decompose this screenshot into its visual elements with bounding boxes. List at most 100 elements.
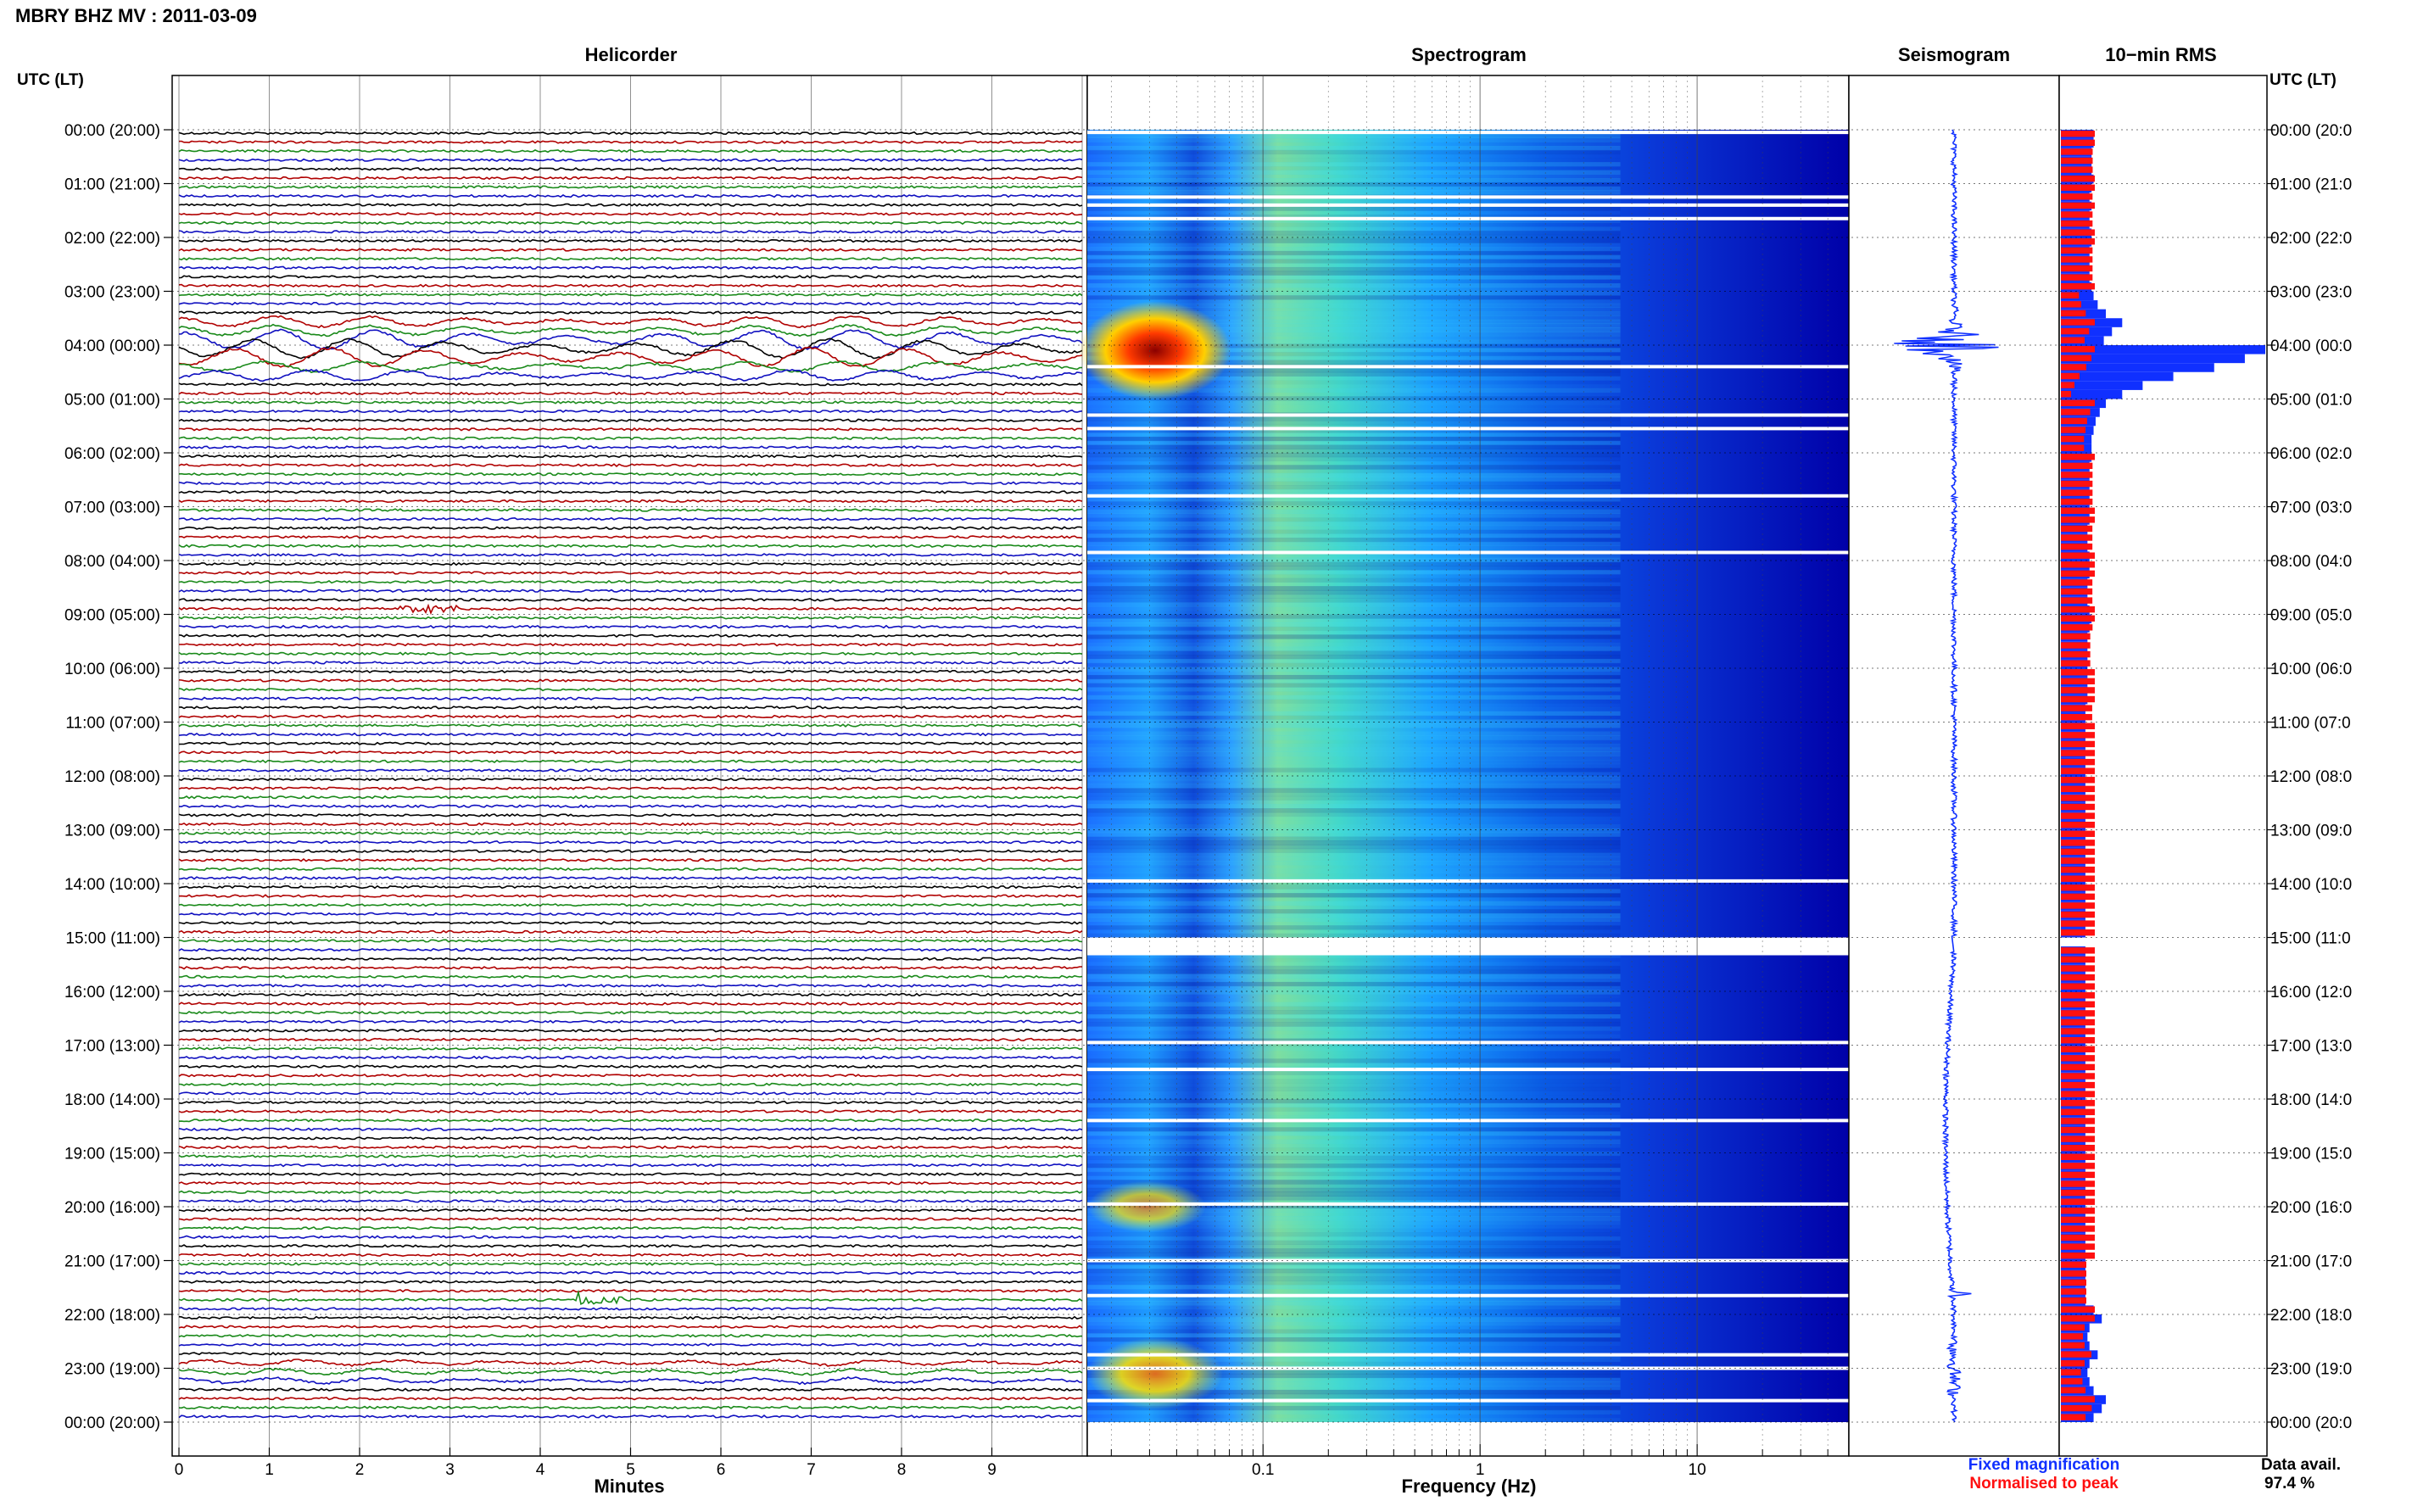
spectrogram-row: [1087, 1212, 1621, 1217]
spectrogram-row: [1087, 557, 1621, 563]
rms-bar-normalised: [2061, 274, 2093, 281]
spectrogram-warmspot: [1087, 1337, 1223, 1409]
rms-bar-normalised: [2061, 1378, 2083, 1385]
rms-bar-normalised: [2061, 902, 2095, 909]
spectrogram-row: [1087, 1091, 1621, 1095]
spectrogram-row: [1087, 969, 1621, 974]
spectrogram-row: [1087, 1414, 1621, 1418]
rms-bar-normalised: [2061, 1351, 2091, 1358]
spectrogram-row: [1087, 719, 1621, 724]
spectrogram-row: [1087, 921, 1621, 926]
rms-bar-normalised: [2061, 427, 2086, 433]
rms-bar-normalised: [2061, 920, 2095, 927]
rms-bar-normalised: [2061, 624, 2093, 631]
spectrogram-row: [1087, 1013, 1621, 1019]
rms-bar-normalised: [2061, 1144, 2095, 1152]
spectrogram-row: [1087, 146, 1621, 151]
spectrogram-row: [1087, 388, 1621, 393]
spectrogram-row: [1087, 678, 1621, 683]
rms-bar-normalised: [2061, 131, 2095, 137]
spectrogram-row: [1087, 1409, 1621, 1414]
rms-bar-normalised: [2061, 570, 2095, 577]
rms-bar-fixed: [2061, 371, 2174, 382]
rms-bar-normalised: [2061, 1046, 2095, 1052]
rms-bar-normalised: [2061, 220, 2093, 227]
rms-bar-normalised: [2061, 507, 2095, 514]
spectrogram-row: [1087, 453, 1621, 458]
spectrogram-row: [1087, 1381, 1621, 1386]
spectrogram-row: [1087, 404, 1621, 410]
spectrogram-row: [1087, 186, 1621, 191]
spectrogram-row: [1087, 1389, 1621, 1395]
spectrogram-row: [1087, 327, 1621, 332]
rms-bar-normalised: [2061, 1386, 2086, 1394]
rms-bar-normalised: [2061, 238, 2095, 245]
rms-bar-normalised: [2061, 301, 2081, 308]
spectrogram-row: [1087, 1143, 1621, 1148]
spectrogram-row: [1087, 1256, 1621, 1261]
rms-bar-normalised: [2061, 777, 2095, 784]
rms-bar-normalised: [2061, 1180, 2095, 1187]
spectrogram-row: [1087, 481, 1621, 486]
rms-bar-normalised: [2061, 498, 2093, 505]
spectrogram-row: [1087, 133, 1621, 139]
spectrogram-row: [1087, 804, 1621, 809]
spectrogram-row: [1087, 962, 1621, 966]
rms-bar-normalised: [2061, 319, 2095, 326]
rms-bar-normalised: [2061, 812, 2095, 819]
rms-bar-normalised: [2061, 1208, 2095, 1214]
rms-bar-normalised: [2061, 642, 2091, 649]
spectrogram-row: [1087, 1099, 1621, 1104]
spectrogram-row: [1087, 158, 1621, 162]
helicorder-frame: [171, 75, 1088, 1457]
hour-label-right: 00:00 (20:0: [2270, 122, 2352, 140]
spectrogram-row: [1087, 254, 1621, 259]
rms-bar-normalised: [2061, 866, 2095, 873]
hour-label-right: 09:00 (05:0: [2270, 607, 2352, 625]
spectrogram-row: [1087, 639, 1621, 643]
hour-label-left: 08:00 (04:00): [64, 553, 160, 571]
hour-label-left: 12:00 (08:00): [64, 768, 160, 786]
spectrogram-row: [1087, 873, 1621, 878]
spectrogram-row: [1087, 517, 1621, 522]
rms-bar-normalised: [2061, 1036, 2095, 1044]
spectrogram-row: [1087, 1018, 1621, 1024]
spectrogram-row: [1087, 792, 1621, 797]
spectrogram-row: [1087, 861, 1621, 866]
spectrogram-row: [1087, 243, 1621, 248]
hour-label-left: 07:00 (03:00): [64, 499, 160, 517]
spectrogram-row: [1087, 570, 1621, 575]
spectrogram-row: [1087, 957, 1621, 962]
spectrogram-row: [1087, 594, 1621, 599]
spectrogram-row: [1087, 574, 1621, 578]
spectrogram-row: [1087, 533, 1621, 538]
spectrogram-row: [1087, 1370, 1621, 1375]
rms-bar-normalised: [2061, 534, 2093, 541]
minute-tick-label: 9: [987, 1461, 997, 1479]
spectrogram-row: [1087, 727, 1621, 733]
rms-bar-normalised: [2061, 1414, 2086, 1420]
rms-bar-normalised: [2061, 687, 2095, 694]
spectrogram-row: [1087, 521, 1621, 527]
hour-label-right: 11:00 (07:0: [2270, 715, 2351, 733]
spectrogram-row: [1087, 965, 1621, 971]
seismogram-title: Seismogram: [1898, 44, 2010, 65]
spectrogram-row: [1087, 355, 1621, 360]
rms-bar-fixed: [2061, 345, 2265, 354]
rms-bar-normalised: [2061, 723, 2095, 729]
spectrogram-row: [1087, 699, 1621, 704]
minute-tick-label: 8: [897, 1461, 907, 1479]
spectrogram-row: [1087, 642, 1621, 648]
hour-label-left: 11:00 (07:00): [65, 715, 160, 733]
spectrogram-row: [1087, 465, 1621, 470]
spectrogram-row: [1087, 1079, 1621, 1084]
rms-bar-normalised: [2061, 193, 2093, 200]
rms-bar-normalised: [2061, 669, 2095, 676]
spectrogram-row: [1087, 538, 1621, 543]
spectrogram-row: [1087, 671, 1621, 676]
rms-bar-normalised: [2061, 929, 2095, 936]
spectrogram-row: [1087, 614, 1621, 619]
hour-label-right: 12:00 (08:0: [2270, 768, 2352, 786]
rms-bar-normalised: [2061, 364, 2086, 371]
rms-bar-normalised: [2061, 1270, 2086, 1277]
